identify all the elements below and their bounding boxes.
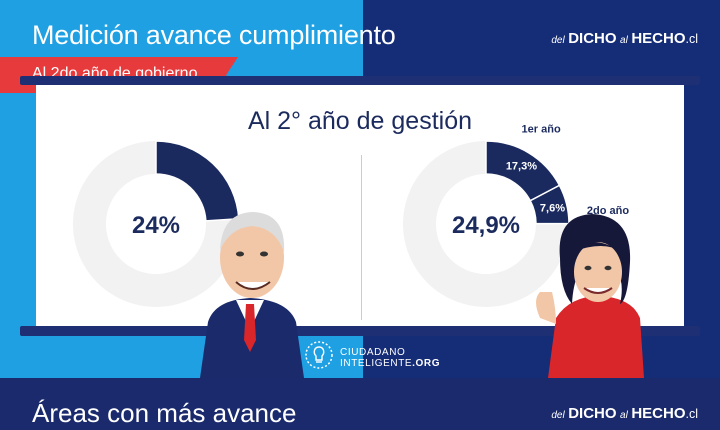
brand-logo-bottom[interactable]: del DICHO al HECHO.cl (551, 405, 698, 422)
brand-tld: .cl (685, 32, 699, 46)
bulb-icon (304, 340, 334, 375)
donut-2-slice-2 (529, 184, 570, 225)
logo-line2a: INTELIGENTE (340, 357, 413, 369)
donut-2-slice-1-series-label: 1er año (522, 124, 561, 136)
brand-hecho-2: HECHO (631, 405, 686, 422)
caricature-woman (536, 214, 644, 378)
ciudadano-inteligente-logo[interactable]: CIUDADANO INTELIGENTE.ORG (304, 340, 440, 375)
board-title: Al 2° año de gestión (247, 107, 473, 135)
section-title-areas: Áreas con más avance (32, 398, 297, 428)
board-bottom-bar (20, 326, 700, 336)
page-title: Medición avance cumplimiento (32, 20, 396, 50)
caricature-man (200, 212, 304, 378)
brand-dicho-2: DICHO (568, 405, 617, 422)
brand-hecho: HECHO (631, 30, 686, 47)
donut-1-slice-1 (155, 140, 240, 222)
donut-2-slice-2-value-label: 7,6% (540, 202, 565, 214)
brand-del-2: del (551, 410, 565, 421)
donut-1-center-label: 24% (132, 212, 180, 239)
brand-al: al (620, 35, 628, 46)
donut-2-slice-2-series-label: 2do año (587, 205, 629, 217)
donut-2-center-label: 24,9% (452, 212, 520, 239)
donut-2-slice-1-value-label: 17,3% (506, 160, 537, 172)
brand-logo-top[interactable]: del DICHO al HECHO.cl (551, 30, 698, 47)
board-divider (361, 155, 362, 320)
brand-del: del (551, 35, 565, 46)
brand-tld-2: .cl (685, 407, 699, 421)
board-top-bar (20, 76, 700, 85)
logo-line2b: .ORG (412, 357, 441, 369)
brand-al-2: al (620, 410, 628, 421)
brand-dicho: DICHO (568, 30, 617, 47)
logo-line1: CIUDADANO (340, 346, 406, 358)
